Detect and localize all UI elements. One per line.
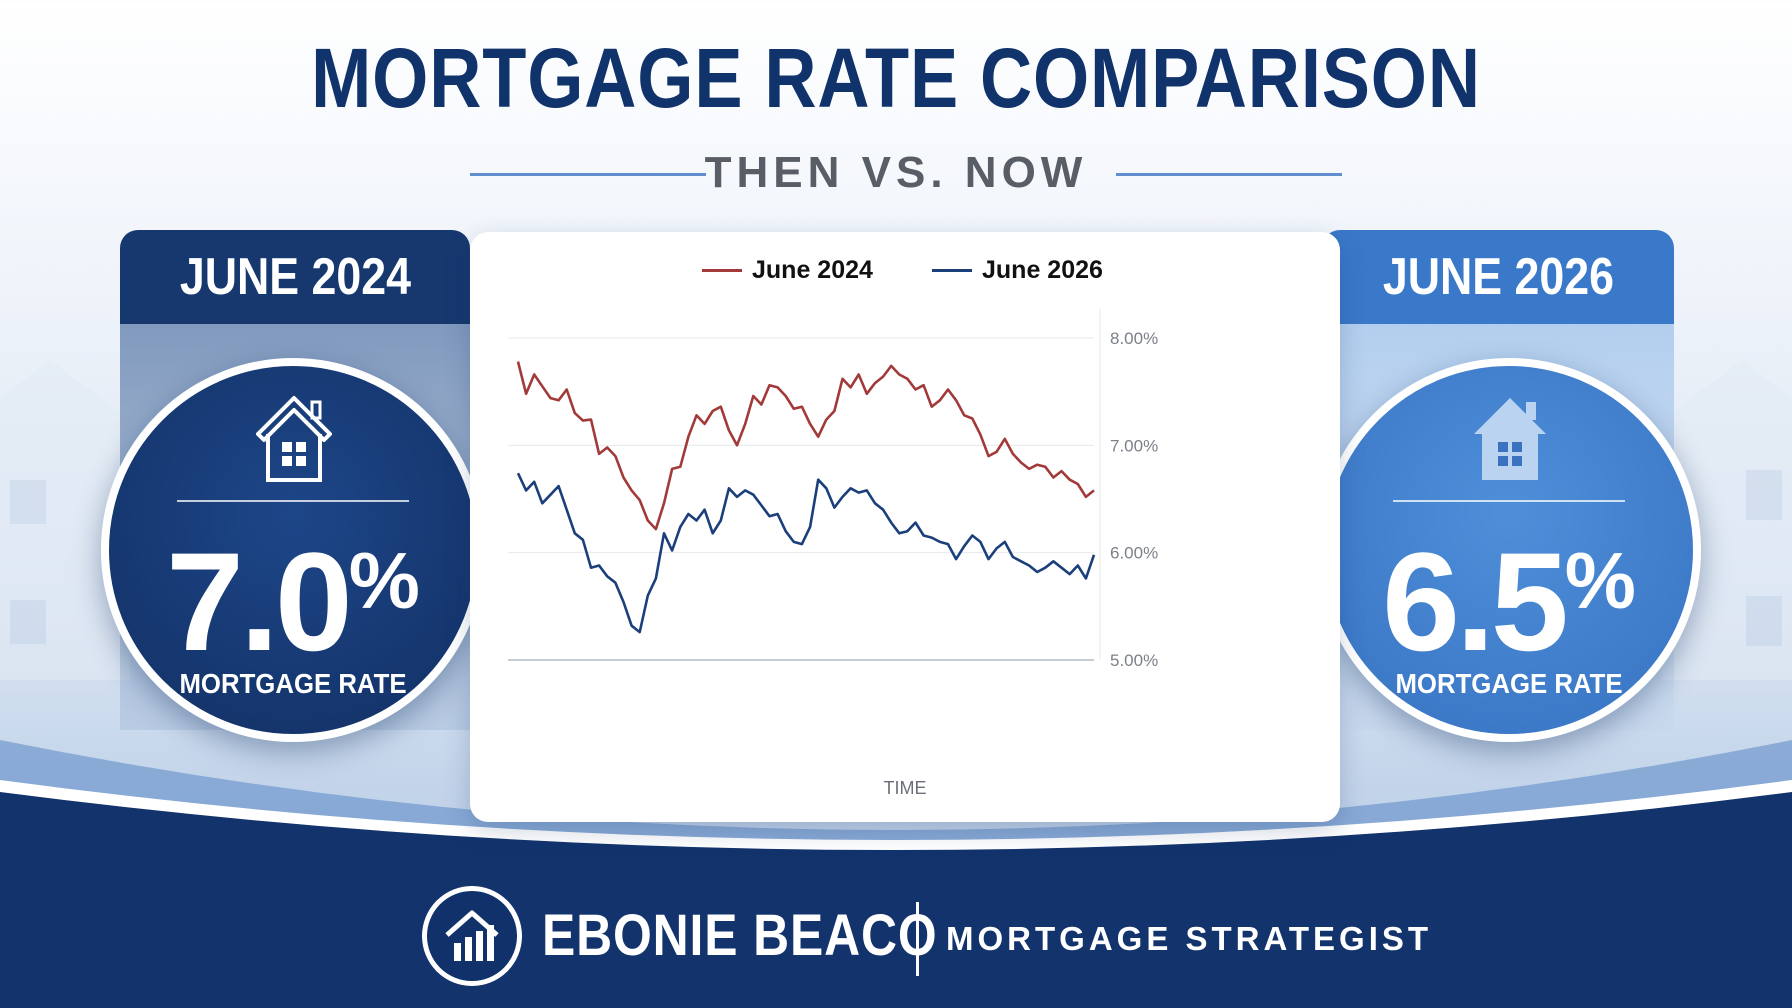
series-line-1 bbox=[516, 472, 1096, 634]
legend-label-2026: June 2026 bbox=[982, 256, 1103, 284]
subtitle-rule-left bbox=[470, 173, 706, 176]
left-rate-number: 7.0 bbox=[166, 523, 353, 680]
y-tick-label: 7.00% bbox=[1110, 436, 1158, 455]
left-panel-heading: JUNE 2024 bbox=[179, 248, 411, 306]
brand-separator bbox=[916, 902, 919, 976]
legend-item-2026: June 2026 bbox=[932, 256, 1103, 285]
right-rate-circle: 6.5% MORTGAGE RATE bbox=[1317, 358, 1701, 742]
x-axis-label: TIME bbox=[884, 778, 927, 798]
y-tick-label: 6.00% bbox=[1110, 544, 1158, 563]
legend-swatch-2026 bbox=[932, 269, 972, 272]
chart-legend: June 2024 June 2026 bbox=[470, 256, 1340, 296]
series-line-0 bbox=[516, 361, 1095, 531]
right-panel-header: JUNE 2026 bbox=[1322, 230, 1674, 324]
legend-item-2024: June 2024 bbox=[702, 256, 873, 285]
legend-swatch-2024 bbox=[702, 269, 742, 272]
left-panel-header: JUNE 2024 bbox=[120, 230, 470, 324]
line-chart: 8.00% 7.00% 6.00% 5.00% TIME bbox=[508, 308, 1158, 798]
background-house-right bbox=[1662, 360, 1792, 680]
right-circle-divider bbox=[1393, 500, 1625, 502]
right-rate-caption: MORTGAGE RATE bbox=[1395, 668, 1623, 699]
house-icon bbox=[256, 396, 332, 482]
y-tick-label: 5.00% bbox=[1110, 651, 1158, 670]
right-rate-number: 6.5 bbox=[1382, 523, 1569, 680]
subtitle-row: THEN VS. NOW bbox=[0, 148, 1792, 198]
footer: EBONIE BEACO MORTGAGE STRATEGIST bbox=[0, 880, 1792, 1008]
background-house-left bbox=[0, 360, 130, 680]
chart-card: June 2024 June 2026 8.00% 7.00% 6.00% 5.00%… bbox=[470, 232, 1340, 822]
house-icon bbox=[1474, 398, 1546, 480]
left-rate-value: 7.0% bbox=[109, 506, 477, 677]
right-rate-value: 6.5% bbox=[1325, 506, 1693, 677]
page-subtitle: THEN VS. NOW bbox=[704, 148, 1088, 197]
brand-role: MORTGAGE STRATEGIST bbox=[946, 920, 1433, 957]
left-rate-caption: MORTGAGE RATE bbox=[179, 668, 407, 699]
left-rate-unit: % bbox=[348, 536, 420, 625]
brand-logo bbox=[422, 886, 522, 986]
right-rate-unit: % bbox=[1564, 536, 1636, 625]
left-circle-divider bbox=[177, 500, 409, 502]
brand-name: EBONIE BEACO bbox=[542, 903, 938, 968]
house-chart-icon bbox=[445, 910, 499, 961]
legend-label-2024: June 2024 bbox=[752, 256, 873, 284]
left-rate-circle: 7.0% MORTGAGE RATE bbox=[101, 358, 485, 742]
y-tick-label: 8.00% bbox=[1110, 329, 1158, 348]
page-title: MORTGAGE RATE COMPARISON bbox=[311, 31, 1481, 125]
subtitle-rule-right bbox=[1116, 173, 1342, 176]
right-panel-heading: JUNE 2026 bbox=[1382, 248, 1614, 306]
